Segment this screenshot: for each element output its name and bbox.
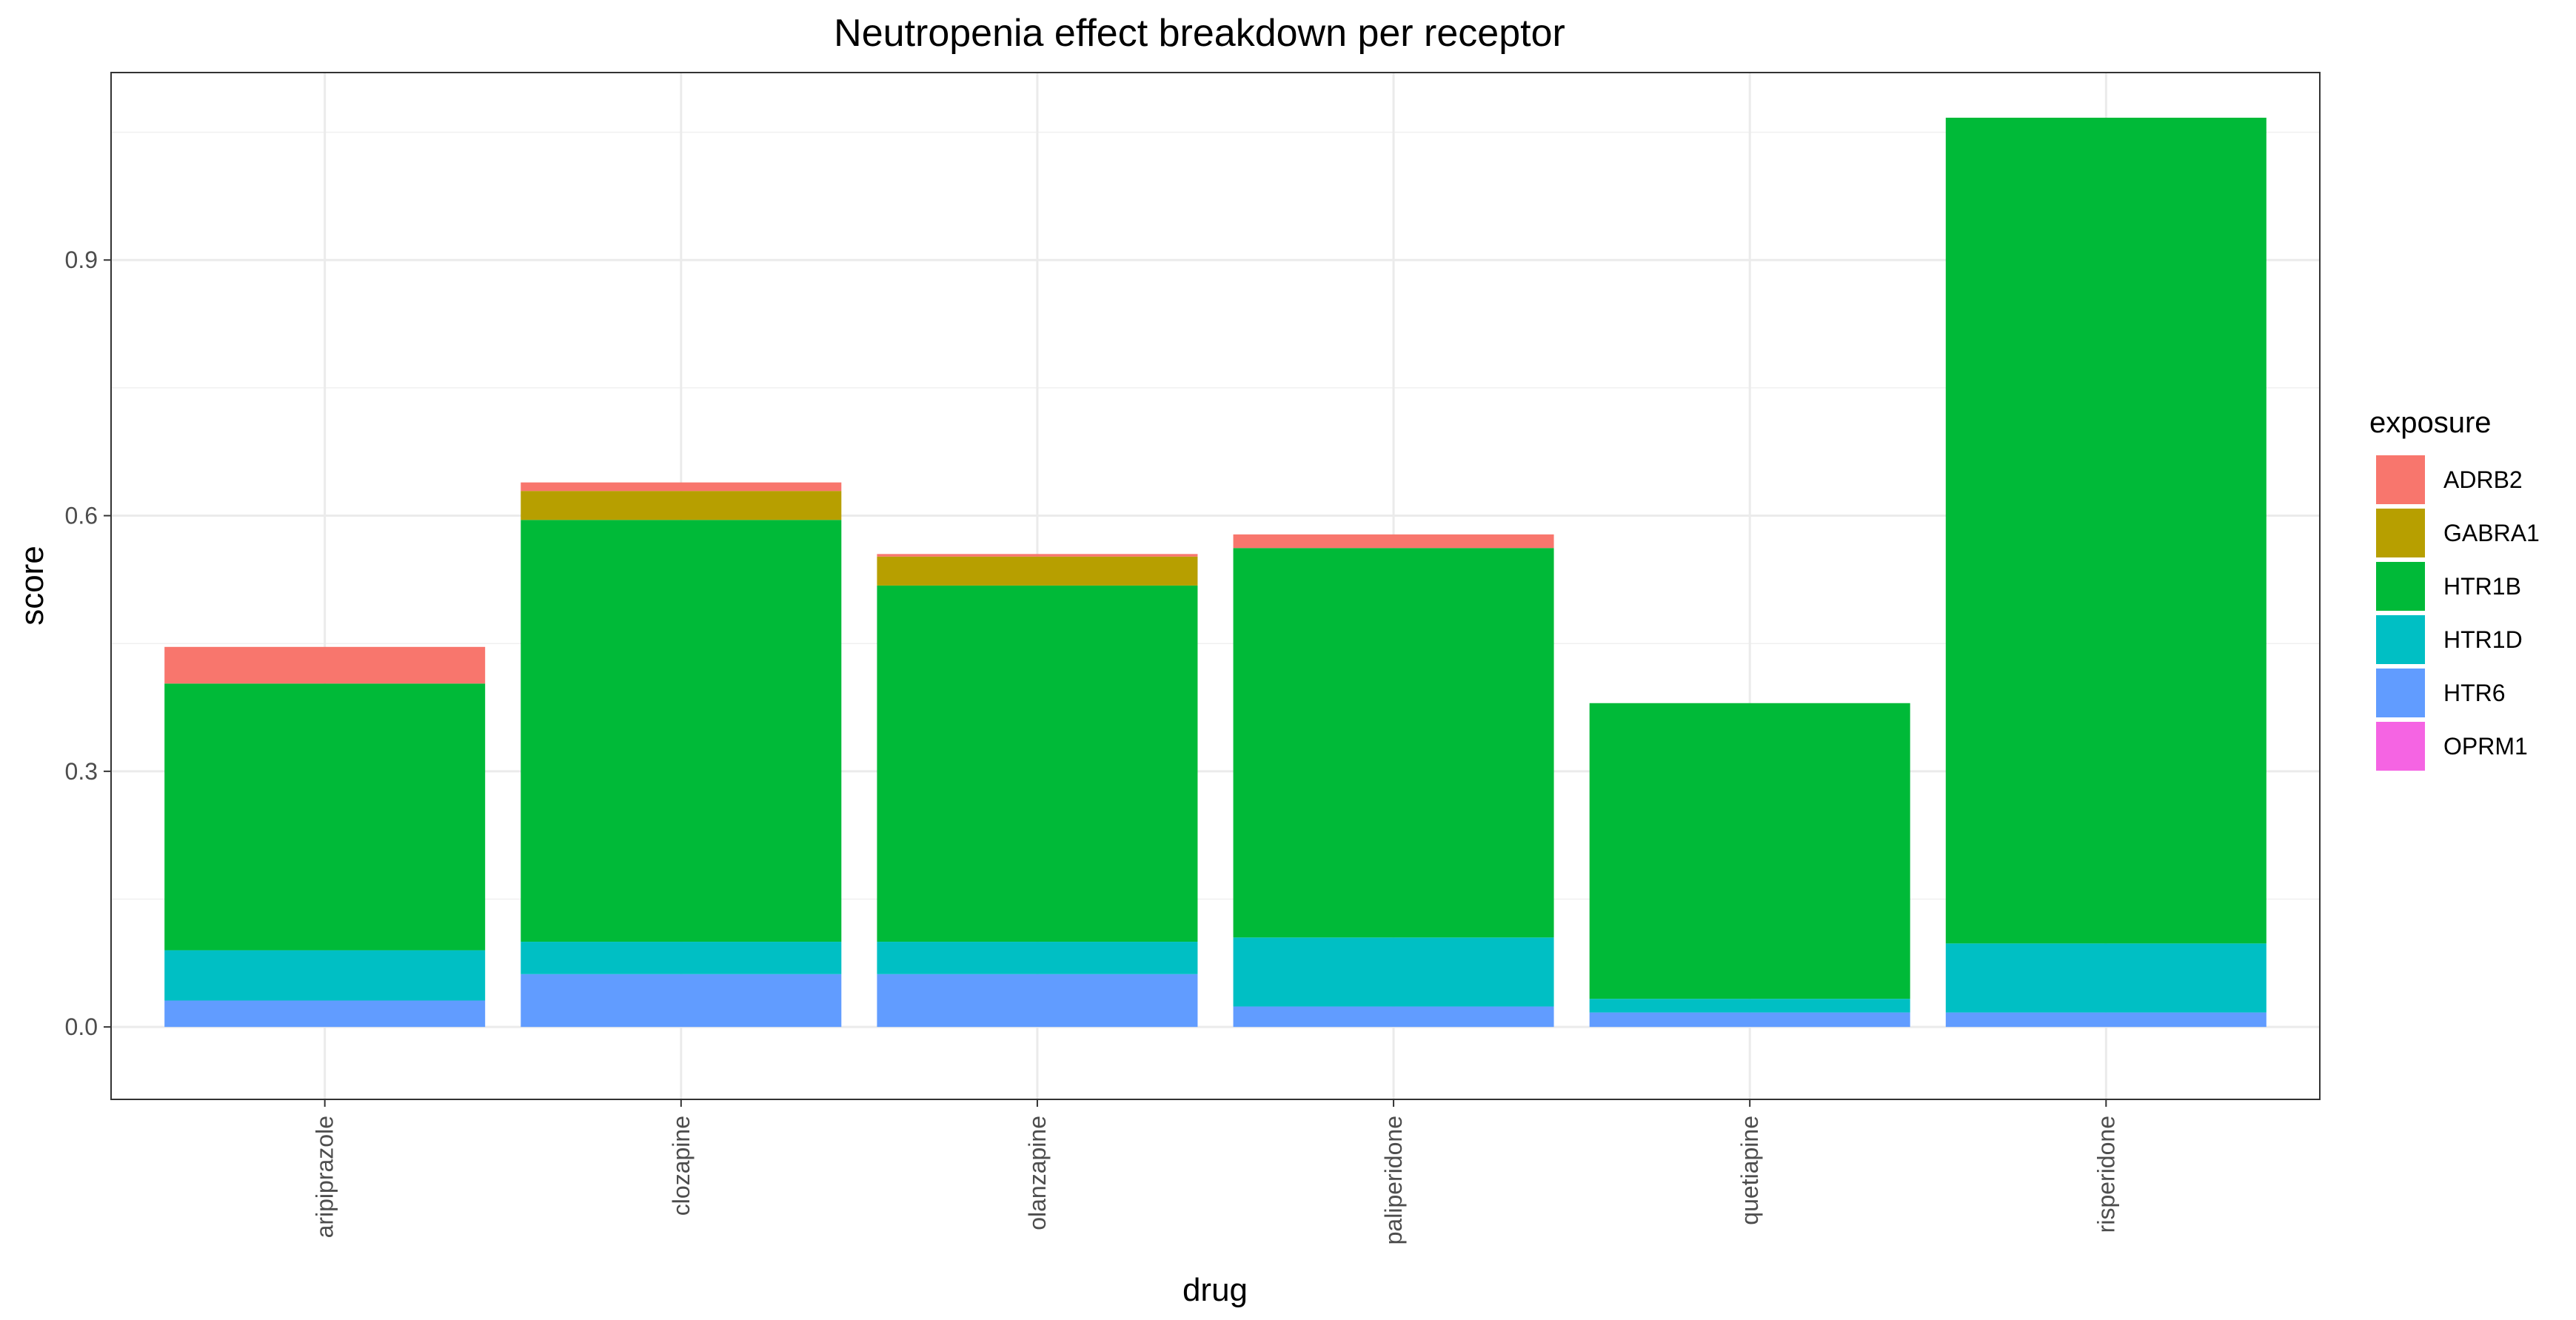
bar-segment-htr1b-aripiprazole: [164, 683, 486, 951]
plot-bars: [164, 118, 2266, 1028]
bar-segment-htr6-aripiprazole: [164, 1000, 486, 1028]
legend-label-htr1d: HTR1D: [2443, 626, 2523, 653]
y-tick-label: 0.0: [65, 1014, 98, 1040]
bar-segment-htr6-clozapine: [521, 974, 842, 1028]
x-tick-label: clozapine: [668, 1116, 695, 1216]
x-tick-label: olanzapine: [1024, 1116, 1051, 1230]
legend-label-oprm1: OPRM1: [2443, 733, 2528, 760]
bar-segment-htr1b-paliperidone: [1233, 548, 1554, 938]
bar-segment-adrb2-aripiprazole: [164, 646, 486, 684]
legend-swatch-gabra1: [2376, 509, 2425, 557]
legend-label-gabra1: GABRA1: [2443, 520, 2540, 546]
bar-segment-gabra1-olanzapine: [877, 556, 1198, 586]
bar-segment-htr1d-quetiapine: [1589, 999, 1910, 1013]
bar-segment-htr1b-quetiapine: [1589, 703, 1910, 999]
plot-border: [110, 72, 2321, 1100]
x-tick-label: risperidone: [2092, 1116, 2119, 1233]
legend-swatch-oprm1: [2376, 722, 2425, 771]
bar-segment-gabra1-clozapine: [521, 491, 842, 520]
x-axis: aripiprazole clozapine olanzapine paliperid…: [312, 1099, 2119, 1244]
bar-segment-htr1d-olanzapine: [877, 942, 1198, 974]
x-tick-label: quetiapine: [1736, 1116, 1763, 1225]
x-tick-label: paliperidone: [1380, 1116, 1407, 1244]
legend-label-adrb2: ADRB2: [2443, 466, 2523, 493]
legend: exposure ADRB2 GABRA1 HTR1B HTR1D HTR6 OPRM1: [2369, 406, 2540, 771]
legend-swatch-adrb2: [2376, 455, 2425, 504]
legend-label-htr6: HTR6: [2443, 680, 2506, 706]
bar-segment-htr1b-clozapine: [521, 520, 842, 942]
bar-segment-htr1b-olanzapine: [877, 585, 1198, 942]
chart-title: Neutropenia effect breakdown per recepto…: [834, 12, 1565, 55]
bar-segment-htr6-quetiapine: [1589, 1012, 1910, 1028]
y-tick-label: 0.3: [65, 758, 98, 785]
y-axis: 0.0 0.3 0.6 0.9: [65, 247, 111, 1040]
legend-swatch-htr1b: [2376, 562, 2425, 611]
bar-segment-adrb2-olanzapine: [877, 554, 1198, 557]
x-tick-label: aripiprazole: [312, 1116, 338, 1238]
bar-segment-htr1b-risperidone: [1945, 118, 2266, 944]
bar-segment-htr6-olanzapine: [877, 974, 1198, 1028]
bar-segment-htr1d-aripiprazole: [164, 950, 486, 1001]
legend-title: exposure: [2369, 406, 2492, 439]
bar-segment-htr6-risperidone: [1945, 1012, 2266, 1028]
y-axis-title: score: [14, 546, 50, 626]
bar-segment-htr1d-risperidone: [1945, 943, 2266, 1013]
legend-label-htr1b: HTR1B: [2443, 573, 2521, 600]
bar-segment-htr1d-paliperidone: [1233, 937, 1554, 1007]
bar-segment-htr1d-clozapine: [521, 942, 842, 974]
y-tick-label: 0.6: [65, 503, 98, 529]
legend-swatch-htr6: [2376, 669, 2425, 717]
bar-segment-adrb2-clozapine: [521, 482, 842, 492]
y-tick-label: 0.9: [65, 247, 98, 273]
bar-segment-adrb2-paliperidone: [1233, 534, 1554, 549]
bar-segment-htr6-paliperidone: [1233, 1006, 1554, 1028]
x-axis-title: drug: [1182, 1272, 1248, 1308]
legend-swatch-htr1d: [2376, 615, 2425, 664]
